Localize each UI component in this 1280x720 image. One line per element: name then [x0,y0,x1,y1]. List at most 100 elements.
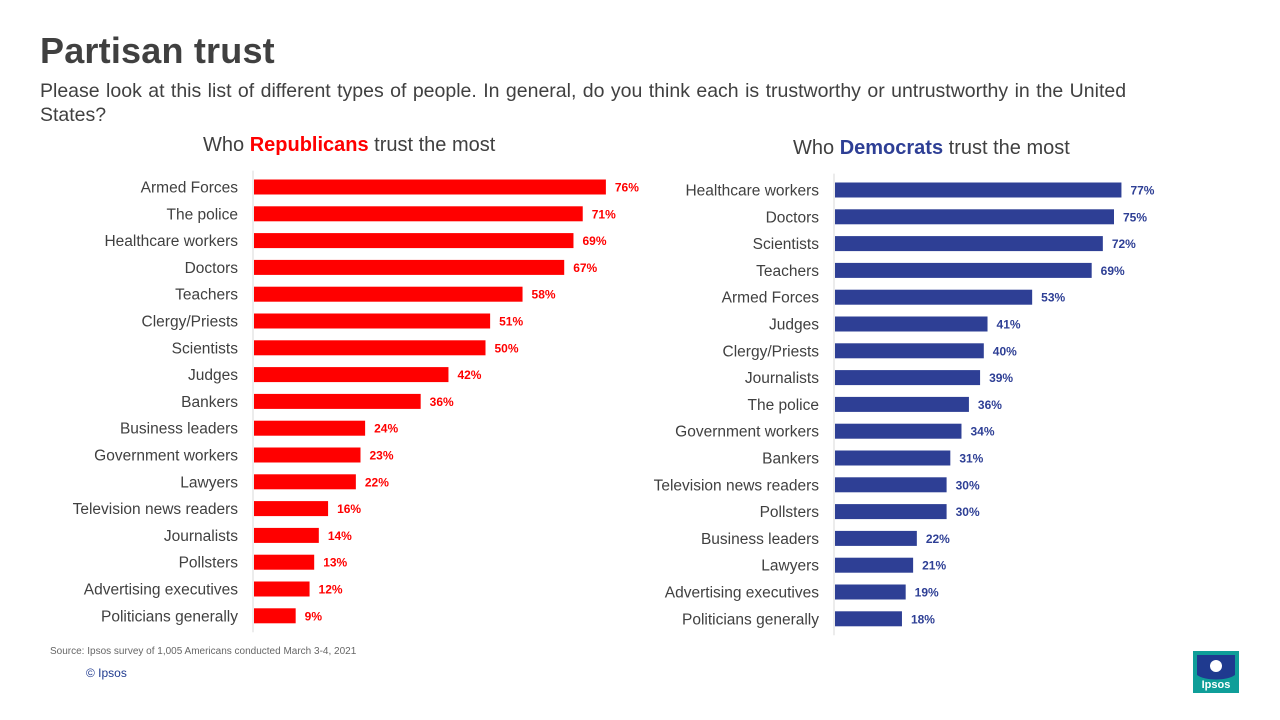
democrat-value-label: 39% [989,371,1013,385]
democrat-value-label: 36% [978,398,1002,412]
democrat-category-label: Doctors [766,209,820,226]
copyright-text: © Ipsos [86,666,127,680]
democrat-category-label: Clergy/Priests [723,343,820,360]
democrat-bar [835,423,962,439]
republican-bar [254,233,574,249]
democrat-category-label: Healthcare workers [685,183,819,200]
republican-value-label: 12% [319,583,343,597]
democrat-category-label: Scientists [753,236,820,253]
democrat-bar [835,182,1122,198]
republican-category-label: Teachers [175,287,238,304]
republican-bar [254,340,486,356]
republican-category-label: Clergy/Priests [142,314,239,331]
republican-bar [254,447,361,463]
republican-category-label: Judges [188,367,238,384]
democrat-bar [835,611,902,627]
republican-bar [254,313,491,329]
republican-category-label: Scientists [172,340,239,357]
republican-category-label: Bankers [181,394,238,411]
democrat-value-label: 21% [922,559,946,573]
democrat-value-label: 75% [1123,210,1147,224]
survey-question: Please look at this list of different ty… [40,80,1127,126]
democrat-category-label: Judges [769,317,819,334]
democrat-category-label: The police [747,397,819,414]
republican-bar [254,367,449,383]
democrat-title-suffix: trust the most [943,137,1070,159]
republican-value-label: 50% [495,341,519,355]
republican-value-label: 22% [365,475,389,489]
democrat-bar [835,316,988,332]
republican-category-label: Advertising executives [84,582,238,599]
democrat-category-label: Bankers [762,451,819,468]
republican-bar [254,581,310,597]
democrat-bar [835,343,984,359]
republican-category-label: Pollsters [179,555,239,572]
republican-bar [254,554,315,570]
democrat-category-label: Journalists [745,370,819,387]
republican-value-label: 16% [337,502,361,516]
republican-category-label: Armed Forces [141,180,239,197]
democrat-bar [835,370,981,386]
republican-title-suffix: trust the most [368,134,496,156]
democrat-bar [835,450,951,466]
republican-category-label: Journalists [164,528,238,545]
democrat-value-label: 41% [997,318,1021,332]
republican-title-highlight: Republicans [249,134,369,156]
republican-chart-title: Who Republicans trust the most [203,134,495,157]
democrat-value-label: 69% [1101,264,1125,278]
republican-value-label: 9% [305,609,323,623]
democrat-category-label: Armed Forces [722,290,820,307]
democrat-value-label: 34% [970,425,994,439]
logo-circle [1210,660,1222,672]
democrat-bar [835,396,969,412]
republican-category-label: Television news readers [73,501,239,518]
democrat-bar [835,209,1114,225]
republican-value-label: 36% [430,395,454,409]
democrat-category-label: Television news readers [654,477,820,494]
republican-value-label: 24% [374,422,398,436]
democrat-value-label: 18% [911,612,935,626]
ipsos-logo: Ipsos [1193,651,1239,693]
democrat-category-label: Lawyers [761,558,819,575]
democrat-value-label: 30% [956,478,980,492]
democrat-value-label: 77% [1130,184,1154,198]
democrat-value-label: 19% [915,586,939,600]
republican-category-label: Healthcare workers [104,233,238,250]
democrat-title-prefix: Who [793,137,840,159]
democrat-value-label: 72% [1112,237,1136,251]
republican-category-label: Lawyers [180,474,238,491]
democrat-value-label: 31% [959,452,983,466]
democrat-value-label: 30% [956,505,980,519]
democrat-category-label: Pollsters [760,504,820,521]
democrat-title-highlight: Democrats [839,137,944,159]
republican-value-label: 69% [582,234,606,248]
republican-value-label: 42% [457,368,481,382]
democrat-bar [835,236,1103,252]
republican-value-label: 67% [573,261,597,275]
democrat-bar [835,262,1092,278]
democrat-bar [835,289,1033,305]
republican-category-label: Politicians generally [101,608,238,625]
democrat-category-label: Government workers [675,424,819,441]
republican-bar [254,420,366,436]
democrat-value-label: 53% [1041,291,1065,305]
republican-bar [254,393,421,409]
democrat-bar [835,504,947,520]
republican-title-prefix: Who [203,134,250,156]
logo-text: Ipsos [1202,679,1231,691]
democrat-category-label: Advertising executives [665,585,819,602]
democrat-category-label: Politicians generally [682,611,819,628]
source-note: Source: Ipsos survey of 1,005 Americans … [50,646,357,657]
republican-bar [254,527,319,543]
democrat-bar [835,557,914,573]
republican-category-label: Business leaders [120,421,238,438]
republican-value-label: 13% [323,556,347,570]
republican-bar [254,501,329,517]
republican-value-label: 23% [369,449,393,463]
republican-value-label: 71% [592,207,616,221]
republican-value-label: 76% [615,181,639,195]
republican-bar [254,474,356,490]
republican-value-label: 51% [499,315,523,329]
democrat-value-label: 22% [926,532,950,546]
